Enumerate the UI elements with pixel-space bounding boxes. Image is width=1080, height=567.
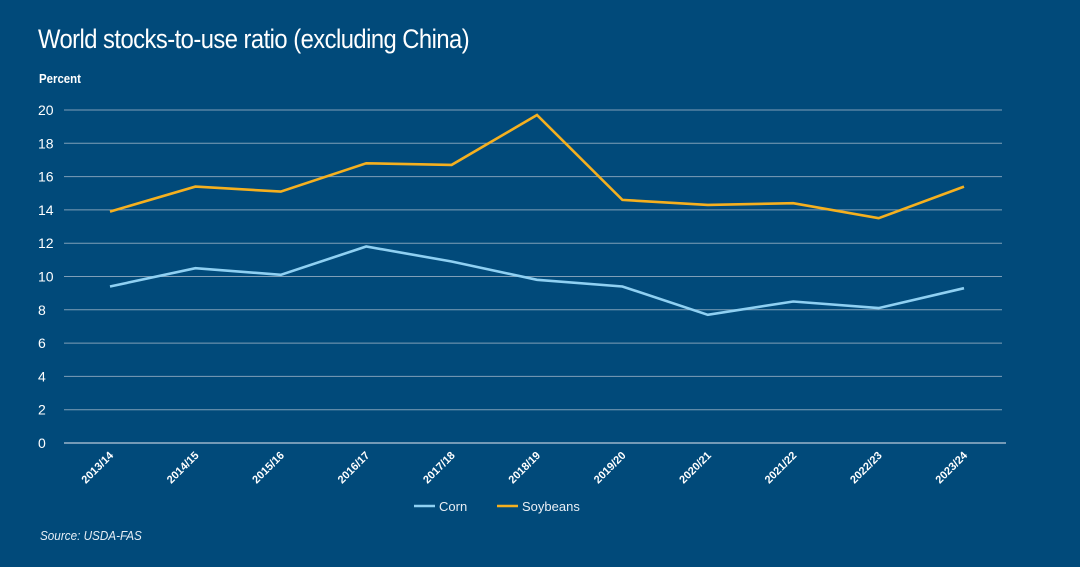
y-tick-label: 18 <box>38 135 54 151</box>
y-tick-label: 4 <box>38 368 46 384</box>
x-tick-label: 2015/16 <box>250 450 287 487</box>
series-lines <box>109 113 965 317</box>
legend: Corn Soybeans <box>414 499 580 514</box>
chart-title: World stocks-to-use ratio (excluding Chi… <box>38 24 470 54</box>
legend-label-soybeans: Soybeans <box>522 499 580 514</box>
x-tick-label: 2023/24 <box>934 449 971 486</box>
y-tick-label: 16 <box>38 169 54 185</box>
x-tick-label: 2021/22 <box>763 450 800 487</box>
x-axis-ticks: 2013/14 2014/15 2015/16 2016/17 2017/18 2018/… <box>80 449 971 486</box>
x-tick-label: 2016/17 <box>336 450 373 487</box>
y-tick-label: 14 <box>38 202 54 218</box>
x-tick-label: 2017/18 <box>421 450 458 487</box>
gridlines <box>64 109 1006 444</box>
x-tick-label: 2018/19 <box>507 450 544 487</box>
y-tick-label: 0 <box>38 435 46 451</box>
y-tick-label: 12 <box>38 235 54 251</box>
y-tick-label: 10 <box>38 269 54 285</box>
y-tick-label: 20 <box>38 102 54 118</box>
y-tick-label: 2 <box>38 402 46 418</box>
series-line-soybeans <box>109 113 965 220</box>
y-axis-label: Percent <box>39 71 81 86</box>
y-tick-label: 6 <box>38 335 46 351</box>
y-axis-ticks: 0 2 4 6 8 10 12 14 16 18 20 <box>38 102 54 451</box>
x-tick-label: 2022/23 <box>848 450 885 487</box>
x-tick-label: 2014/15 <box>165 450 202 487</box>
x-tick-label: 2019/20 <box>592 450 629 487</box>
series-line-corn <box>109 245 965 317</box>
y-tick-label: 8 <box>38 302 46 318</box>
source-note: Source: USDA-FAS <box>40 528 142 543</box>
x-tick-label: 2013/14 <box>80 449 117 486</box>
legend-label-corn: Corn <box>439 499 467 514</box>
x-tick-label: 2020/21 <box>677 450 714 487</box>
